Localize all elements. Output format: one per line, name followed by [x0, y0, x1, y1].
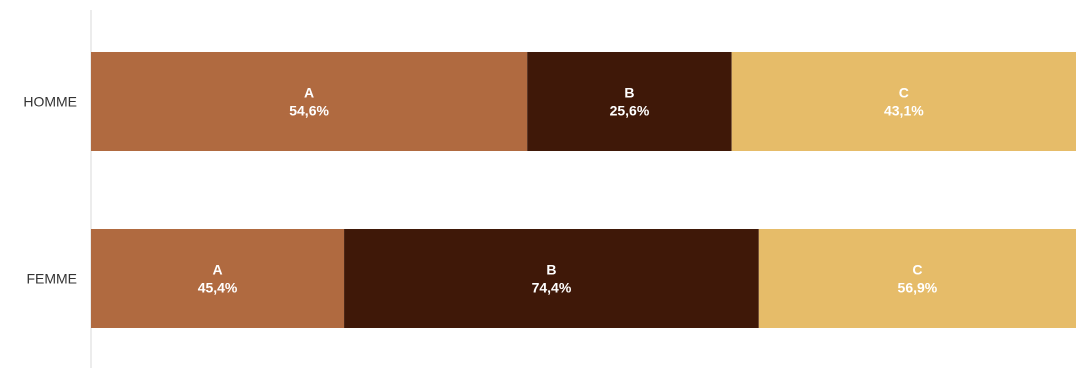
bar-femme-a: [91, 229, 345, 328]
bar-femme-c: [758, 229, 1076, 328]
bars: A 54,6% B 25,6% C 43,1% A 45,4% B 74,4% C 56,9%: [91, 52, 1076, 328]
bar-homme-c: [731, 52, 1076, 151]
segment-name-homme-c: C: [899, 85, 909, 101]
segment-value-homme-c: 43,1%: [884, 103, 924, 119]
category-labels: HOMME FEMME: [23, 94, 77, 287]
segment-value-homme-b: 25,6%: [610, 103, 650, 119]
segment-value-femme-b: 74,4%: [532, 280, 572, 296]
bar-homme-a: [91, 52, 528, 151]
segment-name-femme-c: C: [912, 262, 922, 278]
segment-value-homme-a: 54,6%: [289, 103, 329, 119]
segment-name-femme-a: A: [212, 262, 222, 278]
bar-homme-b: [527, 52, 732, 151]
category-label-homme: HOMME: [23, 94, 77, 110]
segment-value-femme-a: 45,4%: [198, 280, 238, 296]
segment-name-homme-a: A: [304, 85, 314, 101]
category-label-femme: FEMME: [26, 271, 77, 287]
segment-name-homme-b: B: [624, 85, 634, 101]
segment-value-femme-c: 56,9%: [898, 280, 938, 296]
bar-femme-b: [344, 229, 759, 328]
segment-name-femme-b: B: [546, 262, 556, 278]
